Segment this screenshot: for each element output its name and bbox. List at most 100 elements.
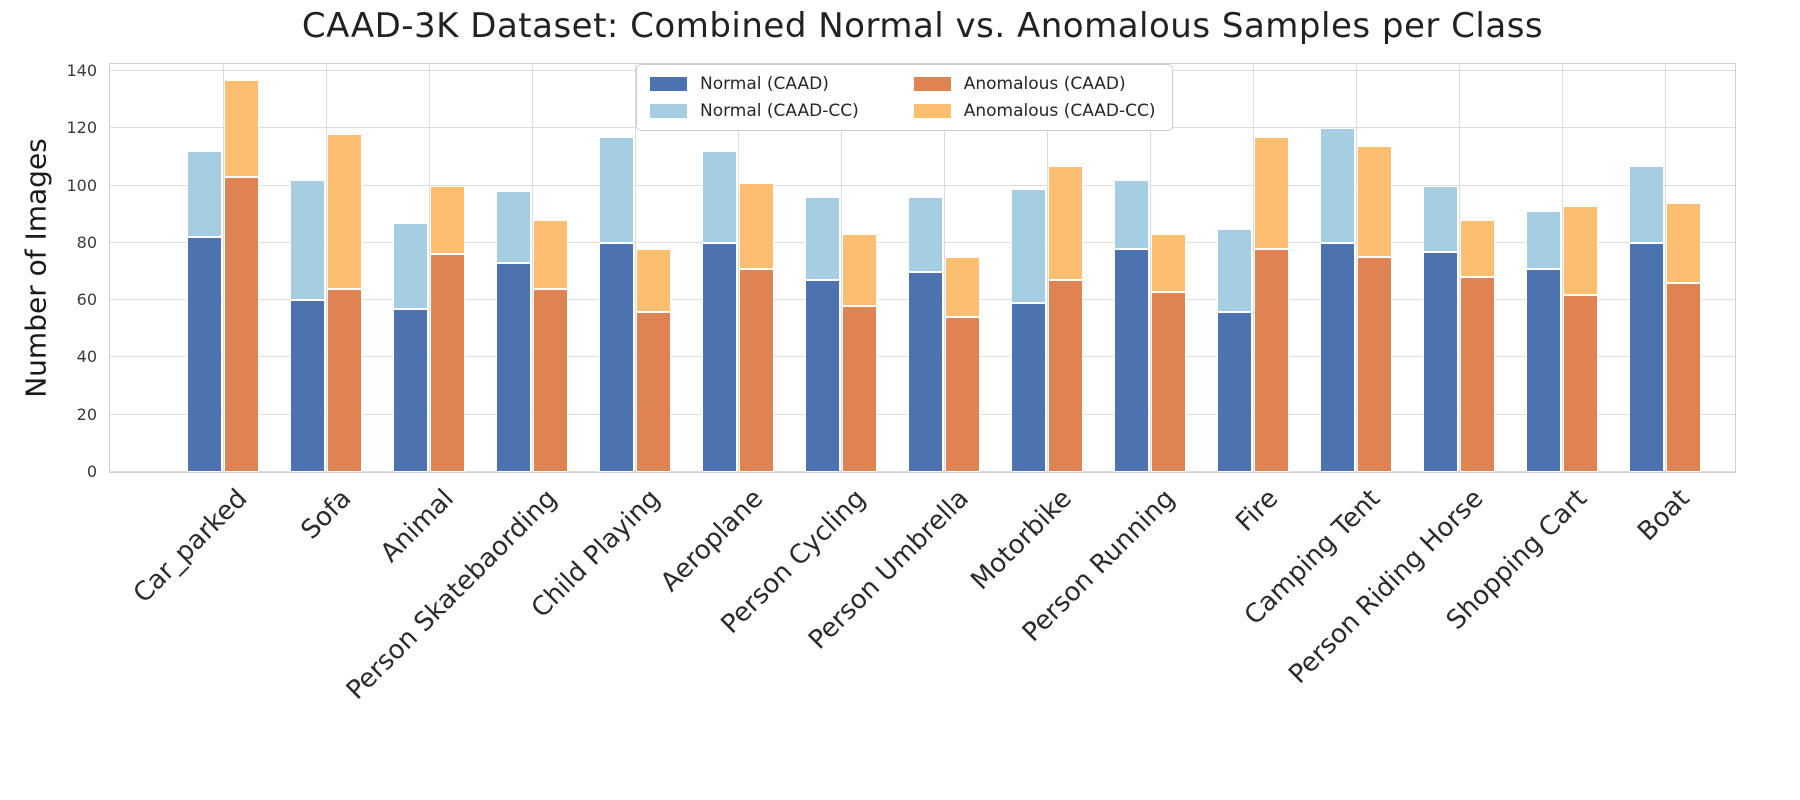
x-tick-label: Boat [1632, 483, 1696, 548]
bar-segment-anomalous-caad-cc [1563, 205, 1598, 295]
bar-segment-normal-caad [1320, 242, 1355, 472]
legend-swatch-anomalous-caad [913, 77, 951, 91]
x-tick-label: Motorbike [965, 483, 1078, 597]
bar-segment-anomalous-caad [1666, 283, 1701, 472]
bar-segment-normal-caad [1423, 251, 1458, 472]
bar-segment-normal-caad [599, 242, 634, 472]
bar-segment-normal-caad-cc [393, 222, 428, 309]
bar-segment-anomalous-caad [842, 305, 877, 472]
bar-segment-normal-caad-cc [1011, 188, 1046, 304]
x-gridline [841, 64, 842, 472]
bar-segment-anomalous-caad-cc [842, 234, 877, 306]
bar-segment-anomalous-caad [1254, 248, 1289, 472]
bar-segment-normal-caad-cc [1114, 179, 1149, 249]
bar-segment-normal-caad [187, 237, 222, 472]
legend-item-normal-caad: Normal (CAAD) [650, 74, 859, 94]
bar-segment-anomalous-caad-cc [224, 79, 259, 178]
x-gridline [1356, 64, 1357, 472]
bar-segment-anomalous-caad [430, 254, 465, 472]
bar-segment-normal-caad-cc [702, 151, 737, 243]
bar-segment-anomalous-caad-cc [1254, 137, 1289, 249]
bar-segment-anomalous-caad [327, 288, 362, 472]
x-tick-label: Car_parked [128, 483, 254, 610]
bar-segment-normal-caad [1526, 268, 1561, 472]
bar-segment-normal-caad [908, 271, 943, 472]
bar-segment-normal-caad-cc [1629, 165, 1664, 243]
bar-segment-anomalous-caad [1048, 280, 1083, 472]
x-gridline [326, 64, 327, 472]
bar-segment-anomalous-caad [636, 311, 671, 472]
bar-segment-anomalous-caad [1460, 277, 1495, 472]
legend-item-anomalous-caad: Anomalous (CAAD) [913, 74, 1156, 94]
bar-segment-anomalous-caad [1357, 257, 1392, 472]
bar-segment-normal-caad-cc [1423, 185, 1458, 252]
x-gridline [944, 64, 945, 472]
bar-segment-normal-caad [496, 263, 531, 472]
bar-segment-normal-caad-cc [1217, 228, 1252, 312]
bar-segment-anomalous-caad [739, 268, 774, 472]
x-gridline [1150, 64, 1151, 472]
x-gridline [429, 64, 430, 472]
y-tick-label: 60 [76, 290, 97, 310]
bar-segment-anomalous-caad-cc [1151, 234, 1186, 292]
x-tick-label: Fire [1229, 483, 1284, 538]
x-gridline [1253, 64, 1254, 472]
bar-segment-anomalous-caad-cc [430, 185, 465, 255]
bar-segment-anomalous-caad-cc [1357, 145, 1392, 258]
legend-item-anomalous-caad-cc: Anomalous (CAAD-CC) [913, 101, 1156, 121]
bar-segment-anomalous-caad [1563, 294, 1598, 472]
bar-segment-anomalous-caad-cc [739, 182, 774, 269]
legend-label-normal-caad-cc: Normal (CAAD-CC) [700, 101, 859, 121]
bar-segment-normal-caad [1217, 311, 1252, 472]
plot-area [109, 63, 1736, 473]
bar-segment-anomalous-caad-cc [945, 257, 980, 318]
x-gridline [738, 64, 739, 472]
bar-segment-anomalous-caad-cc [1460, 220, 1495, 278]
bar-segment-anomalous-caad-cc [636, 248, 671, 312]
bar-segment-anomalous-caad [1151, 291, 1186, 472]
y-tick-label: 120 [66, 118, 97, 138]
x-tick-label: Aeroplane [654, 483, 769, 598]
y-tick-label: 80 [76, 232, 97, 252]
bar-segment-anomalous-caad-cc [533, 220, 568, 289]
bar-segment-normal-caad [1011, 303, 1046, 472]
x-tick-label: Sofa [294, 483, 357, 546]
bar-segment-normal-caad-cc [1320, 128, 1355, 243]
legend-swatch-normal-caad [650, 77, 687, 91]
legend-swatch-anomalous-caad-cc [913, 104, 951, 118]
x-tick-label: Animal [374, 483, 460, 569]
bar-segment-normal-caad [290, 300, 325, 472]
x-gridline [223, 64, 224, 472]
x-gridline [635, 64, 636, 472]
legend-label-normal-caad: Normal (CAAD) [700, 74, 829, 94]
legend-label-anomalous-caad-cc: Anomalous (CAAD-CC) [963, 101, 1156, 121]
legend-item-normal-caad-cc: Normal (CAAD-CC) [650, 101, 859, 121]
bar-segment-normal-caad-cc [290, 179, 325, 301]
bar-segment-normal-caad-cc [496, 191, 531, 263]
bar-segment-normal-caad-cc [187, 151, 222, 238]
x-gridline [1459, 64, 1460, 472]
bar-segment-anomalous-caad [533, 288, 568, 472]
bar-segment-anomalous-caad-cc [1666, 202, 1701, 284]
bar-segment-anomalous-caad-cc [327, 134, 362, 289]
y-tick-label: 0 [86, 462, 97, 481]
bar-segment-normal-caad-cc [908, 197, 943, 272]
y-tick-label: 140 [66, 61, 97, 81]
y-tick-label: 100 [66, 175, 97, 195]
bar-segment-normal-caad [702, 242, 737, 472]
bar-segment-normal-caad-cc [599, 137, 634, 243]
y-tick-label: 40 [76, 347, 97, 367]
bar-segment-anomalous-caad [224, 177, 259, 472]
y-tick-label: 20 [76, 404, 97, 424]
chart-title: CAAD-3K Dataset: Combined Normal vs. Ano… [301, 6, 1544, 46]
bar-segment-normal-caad [805, 280, 840, 472]
bar-segment-normal-caad-cc [1526, 211, 1561, 269]
bar-segment-anomalous-caad-cc [1048, 165, 1083, 281]
x-gridline [1665, 64, 1666, 472]
legend-swatch-normal-caad-cc [650, 104, 687, 118]
bar-segment-normal-caad [1114, 248, 1149, 472]
x-tick-label: Person Riding Horse [1283, 483, 1490, 690]
bar-segment-normal-caad [393, 308, 428, 472]
x-gridline [1047, 64, 1048, 472]
